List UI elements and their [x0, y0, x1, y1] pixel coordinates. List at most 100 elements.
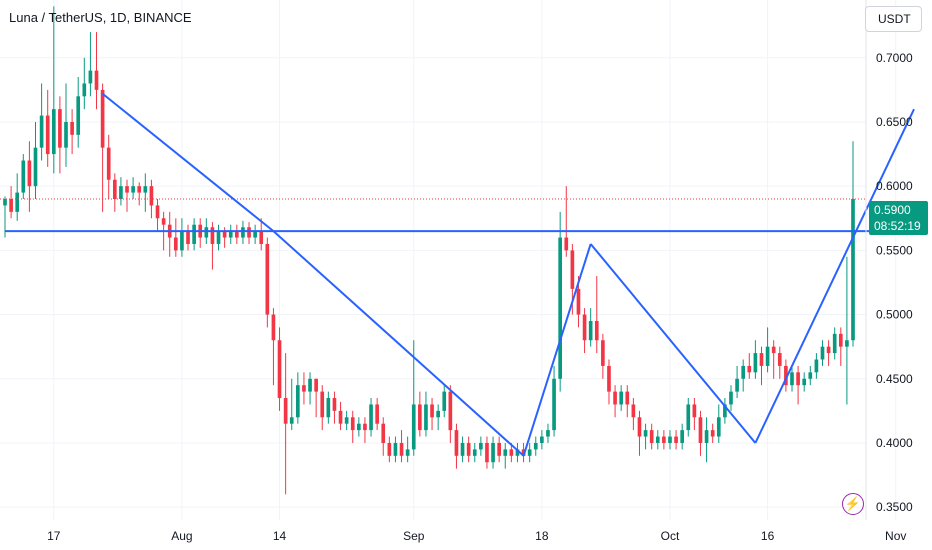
candle-body [662, 436, 666, 443]
candle-body [503, 449, 508, 456]
candle-body [350, 417, 355, 431]
candle-body [39, 115, 44, 148]
candle-body [588, 320, 593, 341]
candle-body [820, 346, 825, 360]
candle-body [302, 385, 306, 392]
candle-body [88, 70, 93, 84]
candle-body [564, 237, 569, 251]
candle-body [741, 365, 746, 379]
candle-body [228, 231, 233, 238]
candle-body [375, 404, 379, 424]
x-tick-label: 18 [535, 529, 549, 543]
candle-body [241, 227, 245, 238]
candle-body [3, 199, 7, 206]
candle-body [265, 243, 270, 315]
candle-body [399, 442, 404, 456]
candle-body [100, 89, 105, 148]
y-tick-label: 0.3500 [876, 500, 913, 514]
candle-body [491, 442, 495, 463]
candle-body [509, 449, 514, 456]
candle-body [723, 404, 727, 418]
candle-body [497, 442, 501, 456]
currency-button[interactable]: USDT [865, 6, 922, 32]
candle-body [747, 365, 752, 373]
candle-body [460, 442, 465, 456]
candle-body [64, 121, 68, 148]
candle-body [448, 391, 453, 431]
candle-body [832, 333, 837, 354]
candle-body [716, 417, 721, 437]
candle-body [277, 340, 282, 399]
candle-body [802, 378, 807, 386]
candle-body [131, 186, 135, 193]
candle-body [479, 442, 483, 450]
candle-body [533, 442, 538, 450]
candle-body [82, 83, 87, 97]
candle-body [430, 404, 434, 418]
candle-body [655, 436, 660, 443]
grid-lines [0, 0, 897, 520]
candle-body [466, 442, 471, 456]
candle-body [192, 224, 196, 244]
candle-body [594, 320, 599, 341]
candle-body [576, 288, 581, 315]
candle-body [619, 391, 624, 405]
candle-body [607, 365, 611, 392]
x-tick-label: Nov [885, 529, 906, 543]
candle-body [552, 378, 556, 431]
candle-body [424, 404, 428, 431]
candle-body [790, 372, 794, 386]
x-tick-label: Aug [171, 529, 192, 543]
candle-body [314, 378, 318, 392]
x-tick-label: 14 [273, 529, 287, 543]
candle-body [338, 410, 343, 424]
candle-body [698, 417, 703, 443]
candle-body [320, 391, 325, 418]
candle-body [180, 231, 184, 251]
candle-body [76, 96, 81, 135]
candle-body [784, 365, 788, 386]
lightning-icon[interactable]: ⚡ [842, 493, 864, 515]
candle-body [826, 346, 831, 354]
candle-body [710, 430, 715, 437]
candle-body [149, 186, 154, 206]
candle-body [289, 417, 294, 424]
y-tick-label: 0.5500 [876, 243, 913, 257]
candle-body [363, 423, 367, 431]
candle-body [369, 404, 373, 431]
candle-body [411, 404, 416, 450]
candle-body [570, 250, 575, 289]
bar-countdown: 08:52:19 [874, 219, 921, 233]
candle-body [692, 404, 697, 418]
candle-body [454, 430, 459, 456]
candle-body [777, 353, 782, 366]
candle-body [851, 199, 855, 341]
candle-body [253, 231, 257, 238]
candle-body [735, 378, 739, 392]
candles [3, 6, 855, 495]
candle-body [27, 160, 32, 187]
candle-body [271, 314, 276, 341]
candle-body [814, 359, 819, 373]
trendline [522, 243, 592, 457]
price-axis[interactable]: 0.7000 0.6500 0.6000 0.5500 0.5000 0.4500 0.40… [876, 51, 913, 514]
candle-body [204, 227, 209, 238]
candle-body [58, 109, 62, 148]
candle-body [283, 398, 288, 424]
candle-body [485, 442, 489, 463]
candle-body [613, 391, 617, 405]
candle-body [680, 430, 685, 443]
candle-body [405, 449, 410, 456]
candle-body [625, 391, 630, 405]
time-axis[interactable]: 17 Aug 14 Sep 18 Oct 16 Nov [47, 529, 906, 543]
candle-body [15, 192, 20, 212]
current-price-value: 0.5900 [874, 203, 911, 217]
candle-body [344, 417, 349, 424]
candle-body [137, 186, 142, 193]
candle-body [186, 231, 190, 244]
candle-body [112, 179, 117, 200]
y-tick-label: 0.4500 [876, 372, 913, 386]
candle-body [668, 436, 672, 443]
candle-body [704, 430, 709, 443]
